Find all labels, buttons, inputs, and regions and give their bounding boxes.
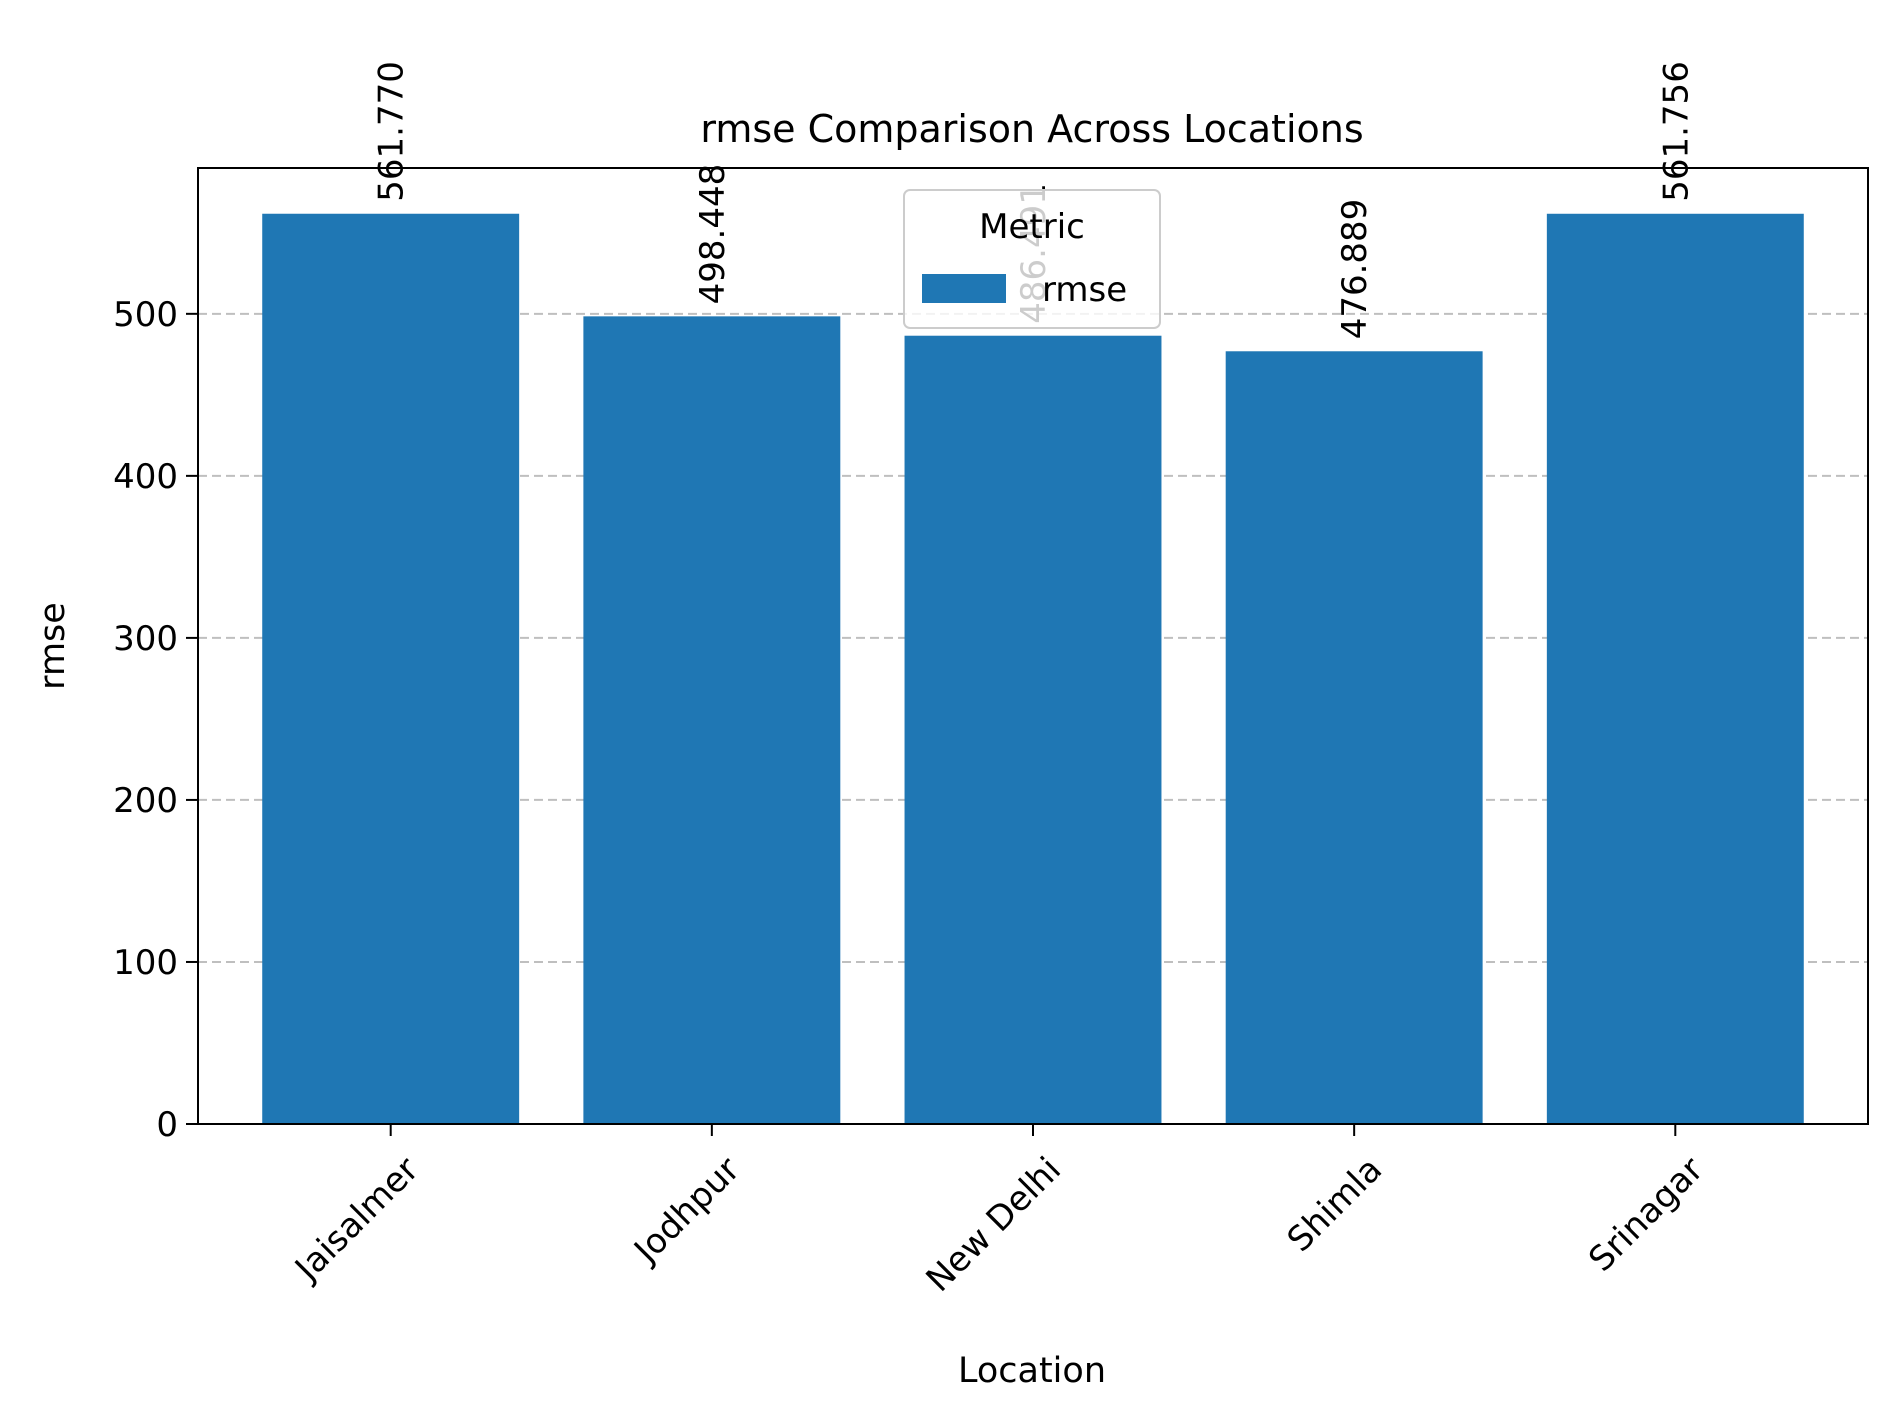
bar-shimla (1225, 351, 1483, 1124)
legend: Metric rmse (903, 189, 1161, 329)
x-tick-label-jaisalmer: Jaisalmer (286, 1150, 426, 1290)
bars (262, 213, 1804, 1125)
x-axis-ticks: Jaisalmer Jodhpur New Delhi Shimla Srinagar (286, 1124, 1711, 1300)
legend-title: Metric (979, 207, 1085, 247)
bar-value-label-srinagar: 561.756 (1656, 61, 1696, 202)
bar-jaisalmer (262, 213, 520, 1124)
bar-value-label-shimla: 476.889 (1335, 199, 1375, 340)
legend-swatch-rmse (922, 274, 1006, 303)
x-tick-label-jodhpur: Jodhpur (625, 1150, 747, 1272)
bar-value-label-jaisalmer: 561.770 (372, 61, 412, 202)
bar-value-label-jodhpur: 498.448 (693, 164, 733, 305)
y-tick-label-500: 500 (113, 295, 178, 335)
bar-new-delhi (904, 335, 1162, 1124)
bar-srinagar (1546, 213, 1804, 1125)
legend-label-rmse: rmse (1042, 270, 1127, 310)
x-tick-label-new-delhi: New Delhi (919, 1150, 1069, 1300)
x-tick-label-srinagar: Srinagar (1581, 1150, 1711, 1280)
y-tick-label-100: 100 (113, 943, 178, 983)
y-tick-label-0: 0 (156, 1105, 178, 1145)
x-tick-label-shimla: Shimla (1280, 1150, 1390, 1260)
bar-jodhpur (583, 316, 841, 1124)
chart-title: rmse Comparison Across Locations (700, 107, 1363, 151)
x-axis-label: Location (958, 1351, 1106, 1391)
y-axis-label: rmse (33, 602, 73, 690)
y-axis-ticks: 0 100 200 300 400 500 (113, 295, 198, 1145)
y-tick-label-400: 400 (113, 457, 178, 497)
y-tick-label-200: 200 (113, 781, 178, 821)
y-tick-label-300: 300 (113, 619, 178, 659)
